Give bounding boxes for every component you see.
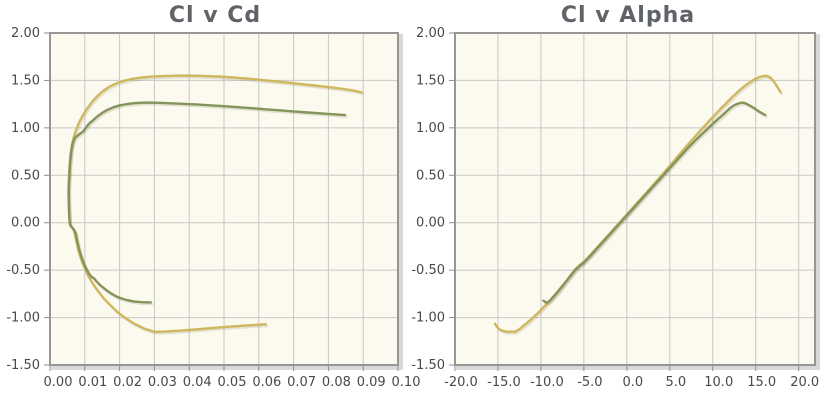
x-tick-label: 15.0 [747,375,776,390]
y-tick-label: 0.00 [11,216,40,231]
y-tick-label: 0.00 [416,216,445,231]
chart-title-cl-v-alpha: Cl v Alpha [561,3,695,28]
chart-cl-v-alpha: -20.0 -15.0 -10.0 -5.0 0.0 5.0 10.0 15.0 20.0 2.0… [411,26,820,390]
y-tick-label: 1.00 [416,121,445,136]
x-tick-label: 20.0 [790,375,819,390]
y-tick-label: -1.50 [411,358,445,373]
x-tick-label: 10.0 [704,375,733,390]
cl-alpha-curve-olive-shadow [543,103,768,306]
x-tick-label: 0.02 [113,375,142,390]
x-tick-label: -15.0 [487,375,521,390]
y-tick-label: 1.00 [11,121,40,136]
chart-title-cl-v-cd: Cl v Cd [169,3,261,28]
y-tick-label: -0.50 [411,263,445,278]
cl-cd-curve-olive [67,101,347,304]
x-tick-label: 0.08 [322,375,351,390]
chart-cl-v-cd: 0.00 0.01 0.02 0.03 0.04 0.05 0.06 0.07 0.08 0.09… [6,26,420,390]
x-tick-label: 0.04 [183,375,212,390]
x-tick-label: -5.0 [577,375,602,390]
y-tick-label: 0.50 [11,168,40,183]
x-tick-label: 0.06 [252,375,281,390]
plot-background [455,33,815,365]
x-tick-label: -20.0 [444,375,478,390]
cl-alpha-curve-olive [542,101,767,304]
cl-alpha-curve-tan-shadow [495,76,784,335]
x-tick-label: 0.10 [392,375,421,390]
x-tick-label: 5.0 [665,375,686,390]
x-tick-label: 0.09 [357,375,386,390]
y-tick-label: 2.00 [11,26,40,41]
plot-border [49,32,399,366]
y-tick-label: -0.50 [6,263,40,278]
x-tick-label: 0.00 [44,375,73,390]
x-tick-label: -10.0 [530,375,564,390]
x-tick-label: 0.05 [218,375,247,390]
y-tick-label: -1.50 [6,358,40,373]
x-tick-label: 0.03 [148,375,177,390]
y-tick-label: 1.50 [11,73,40,88]
plot-border [454,32,816,366]
x-tick-label: 0.0 [622,375,643,390]
y-tick-label: 1.50 [416,73,445,88]
y-tick-label: -1.00 [411,311,445,326]
y-tick-label: 0.50 [416,168,445,183]
x-tick-label: 0.01 [78,375,107,390]
y-tick-label: -1.00 [6,311,40,326]
y-tick-label: 2.00 [416,26,445,41]
x-tick-label: 0.07 [287,375,316,390]
